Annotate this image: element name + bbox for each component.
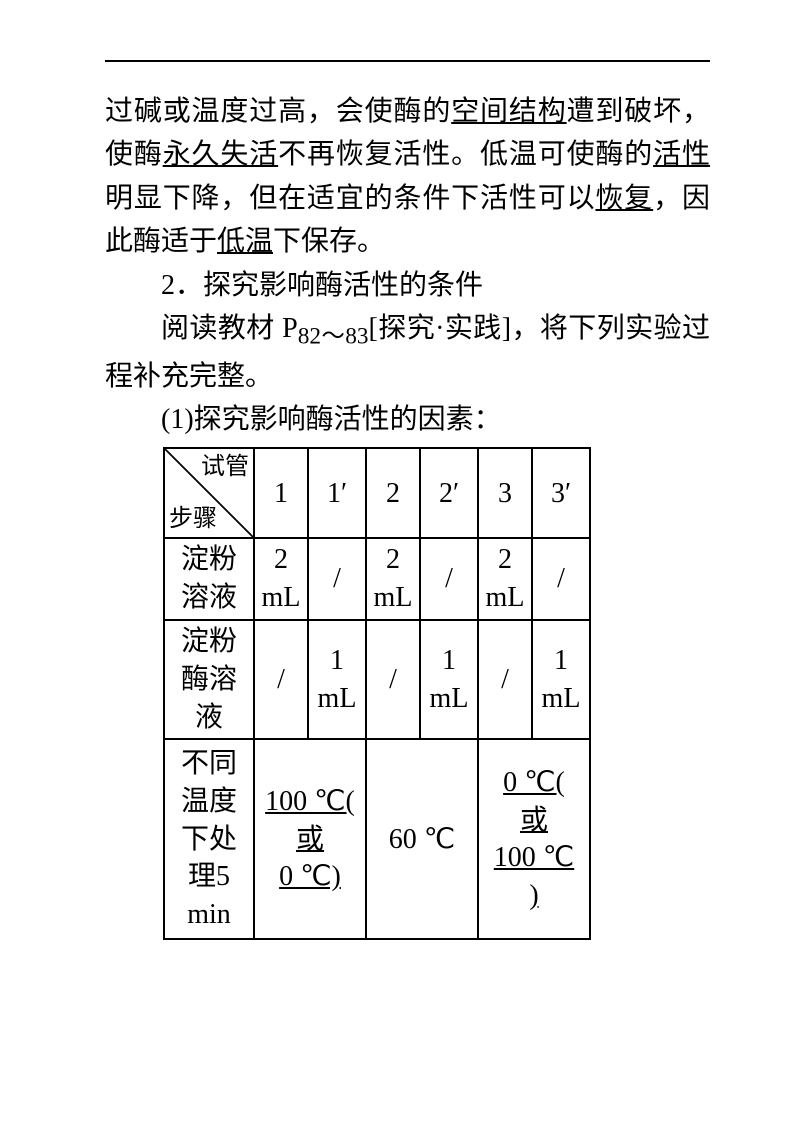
experiment-table: 试管 步骤 1 1′ 2 2′ 3 3′ 淀粉溶液 2 mL / 2 mL / … [163, 447, 591, 940]
col-header-3p: 3′ [532, 448, 590, 538]
cell: 1 mL [420, 620, 478, 739]
underline-spatial-structure: 空间结构 [451, 96, 566, 127]
underline-temp: 100 ℃( [259, 783, 361, 821]
cell: 1 mL [308, 620, 366, 739]
text: 明显下降，但在适宜的条件下活性可以 [105, 183, 595, 214]
col-header-3: 3 [478, 448, 532, 538]
cell: 2 mL [366, 538, 420, 620]
cell: / [420, 538, 478, 620]
cell: / [254, 620, 308, 739]
text: 下保存。 [273, 226, 385, 257]
table-row: 淀粉溶液 2 mL / 2 mL / 2 mL / [164, 538, 590, 620]
diagonal-header-cell: 试管 步骤 [164, 448, 254, 538]
underline-temp: 0 ℃) [259, 858, 361, 896]
underline-temp: 或 [483, 802, 585, 840]
text: 过碱或温度过高，会使酶的 [105, 96, 451, 127]
item-1: (1)探究影响酶活性的因素： [105, 398, 710, 441]
text: 不再恢复活性。低温可使酶的 [278, 139, 653, 170]
underline-recover: 恢复 [595, 183, 653, 214]
top-rule [105, 60, 710, 62]
cell: 2 mL [478, 538, 532, 620]
col-header-1: 1 [254, 448, 308, 538]
underline-temp: 0 ℃( [483, 764, 585, 802]
cell-temp-pair2: 60 ℃ [366, 739, 478, 939]
cell: / [478, 620, 532, 739]
underline-lowtemp: 低温 [217, 226, 273, 257]
underline-temp: 100 ℃ [483, 839, 585, 877]
heading-2: 2．探究影响酶活性的条件 [105, 264, 710, 307]
table-row: 淀粉酶溶液 / 1 mL / 1 mL / 1 mL [164, 620, 590, 739]
document-page: 过碱或温度过高，会使酶的空间结构遭到破坏，使酶永久失活不再恢复活性。低温可使酶的… [0, 0, 800, 980]
paragraph-2: 阅读教材 P82～83[探究·实践]，将下列实验过程补充完整。 [105, 307, 710, 398]
row-label-temperature: 不同温度下处理5 min [164, 739, 254, 939]
row-label-starch: 淀粉溶液 [164, 538, 254, 620]
paragraph-1: 过碱或温度过高，会使酶的空间结构遭到破坏，使酶永久失活不再恢复活性。低温可使酶的… [105, 90, 710, 264]
col-header-2p: 2′ [420, 448, 478, 538]
subscript-pages: 82～83 [298, 324, 369, 350]
underline-temp: 或 [259, 821, 361, 859]
cell-temp-pair3: 0 ℃( 或 100 ℃ ) [478, 739, 590, 939]
cell: 1 mL [532, 620, 590, 739]
underline-activity: 活性 [653, 139, 710, 170]
diag-top-label: 试管 [201, 451, 249, 483]
text: 阅读教材 P [161, 313, 298, 344]
table-row: 试管 步骤 1 1′ 2 2′ 3 3′ [164, 448, 590, 538]
diag-bottom-label: 步骤 [169, 503, 217, 535]
cell: / [308, 538, 366, 620]
col-header-2: 2 [366, 448, 420, 538]
row-label-amylase: 淀粉酶溶液 [164, 620, 254, 739]
underline-temp: ) [483, 877, 585, 915]
cell: 2 mL [254, 538, 308, 620]
cell: / [532, 538, 590, 620]
cell-temp-pair1: 100 ℃( 或 0 ℃) [254, 739, 366, 939]
cell: / [366, 620, 420, 739]
col-header-1p: 1′ [308, 448, 366, 538]
underline-permanent-inactive: 永久失活 [163, 139, 278, 170]
table-row: 不同温度下处理5 min 100 ℃( 或 0 ℃) 60 ℃ 0 ℃( 或 1… [164, 739, 590, 939]
